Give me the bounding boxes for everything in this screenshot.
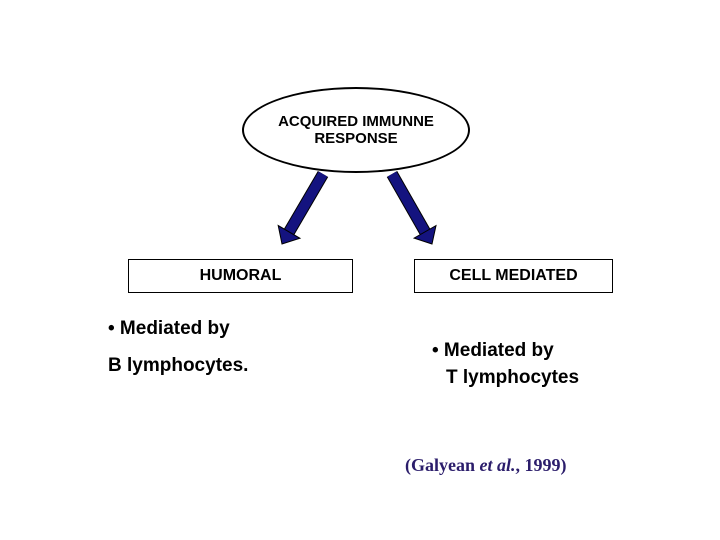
- citation-author: (Galyean: [405, 455, 480, 475]
- humoral-box: HUMORAL: [128, 259, 353, 293]
- cell-mediated-box: CELL MEDIATED: [414, 259, 613, 293]
- humoral-desc-line1: • Mediated by: [108, 316, 248, 343]
- citation-etal: et al.: [480, 455, 516, 475]
- humoral-description: • Mediated by B lymphocytes.: [108, 316, 248, 379]
- humoral-label: HUMORAL: [200, 267, 282, 285]
- humoral-desc-line2: B lymphocytes.: [108, 353, 248, 380]
- cell-desc-line1: • Mediated by: [432, 338, 579, 365]
- citation: (Galyean et al., 1999): [405, 455, 567, 476]
- cell-mediated-label: CELL MEDIATED: [449, 267, 577, 285]
- cell-mediated-description: • Mediated by T lymphocytes: [432, 338, 579, 391]
- citation-year: , 1999): [516, 455, 567, 475]
- cell-desc-line2: T lymphocytes: [432, 365, 579, 392]
